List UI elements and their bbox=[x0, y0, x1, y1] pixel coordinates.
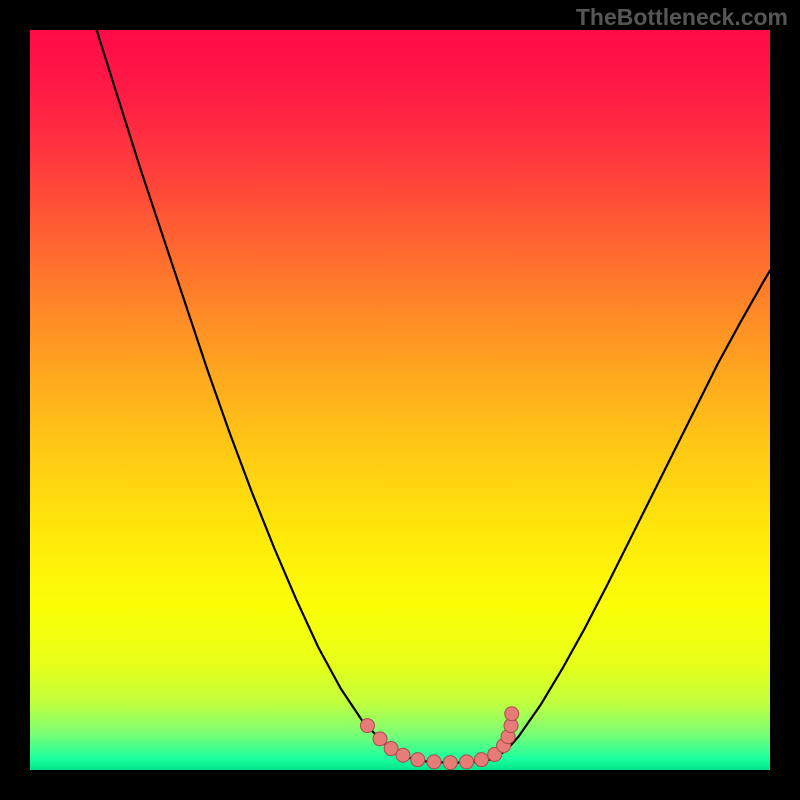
chart-svg bbox=[30, 30, 770, 770]
curve-marker bbox=[460, 755, 474, 769]
curve-marker bbox=[411, 753, 425, 767]
curve-marker bbox=[396, 748, 410, 762]
watermark-text: TheBottleneck.com bbox=[576, 4, 788, 31]
chart-frame: TheBottleneck.com bbox=[0, 0, 800, 800]
curve-marker bbox=[443, 756, 457, 770]
curve-marker bbox=[474, 753, 488, 767]
curve-marker bbox=[360, 719, 374, 733]
curve-marker bbox=[505, 707, 519, 721]
curve-marker bbox=[427, 755, 441, 769]
curve-marker bbox=[373, 732, 387, 746]
plot-area bbox=[30, 30, 770, 770]
plot-background bbox=[30, 30, 770, 770]
